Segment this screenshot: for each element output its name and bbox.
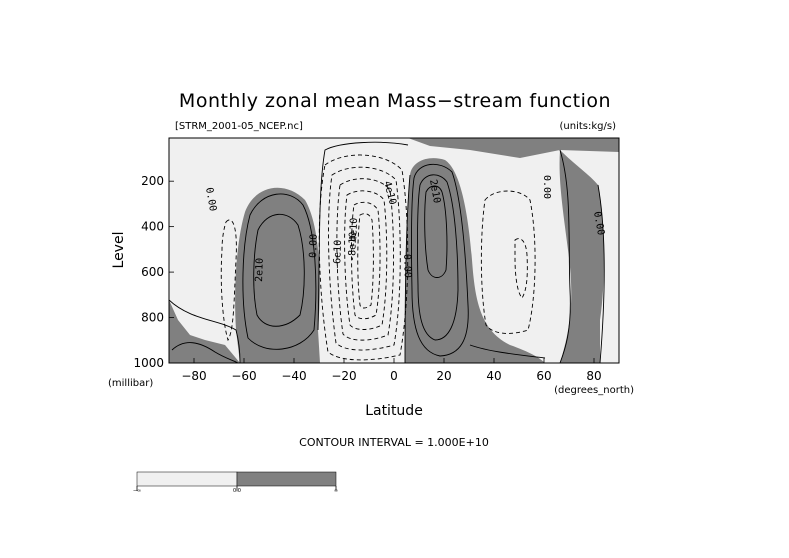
colorbar-negative-swatch [136,471,238,487]
y-axis: 200 400 600 800 1000 [133,174,174,370]
contour-line-trop-neg-1 [318,154,409,361]
contour-line-zero-mid [317,141,409,331]
positive-region-nh-cell [405,158,545,363]
x-tick-label: −60 [231,369,256,383]
contour-line-sh-outer [242,193,317,350]
contour-line-trop-neg-3 [336,178,394,341]
x-axis: −80 −60 −40 −20 0 20 40 60 80 [181,358,602,383]
colorbar-positive-swatch [236,471,337,487]
y-tick-label: 800 [141,311,164,325]
y-tick-label: 200 [141,174,164,188]
contour-line-surface-nh [469,344,546,359]
y-tick-label: 1000 [133,356,164,370]
file-label: [STRM_2001-05_NCEP.nc] [175,121,303,132]
contour-line-zero-polar [559,149,571,363]
colorbar-label: 0.0 [233,488,241,494]
contour-line-nh-neg-2 [514,238,528,299]
contour-line-zero-sh [169,299,241,363]
x-tick-label: 40 [486,369,501,383]
positive-region-sh-cell [235,187,320,363]
x-tick-label: 20 [436,369,451,383]
contour-line-trop-neg-2 [328,166,401,351]
contour-label: -4e10 [348,218,360,248]
contour-line-zero-arctic [597,184,605,363]
contour-label: 0.00 [541,175,552,199]
contour-label: 2e10 [254,258,266,282]
contour-line-trop-neg-5 [351,201,381,320]
contour-line-surface-sh [171,342,239,363]
contour-line-trop-neg-4 [344,190,388,330]
x-axis-label: Latitude [365,403,423,419]
x-tick-label: 0 [390,369,398,383]
x-tick-label: −80 [181,369,206,383]
x-tick-label: −20 [331,369,356,383]
x-tick-label: 60 [536,369,551,383]
colorbar-label: −∞ [133,488,141,494]
y-axis-label: Level [111,232,127,269]
y-axis-units: (millibar) [108,378,153,389]
positive-region-top-north [408,138,619,158]
contour-line-zero-nh [404,174,411,363]
positive-region-polar-south [169,300,240,363]
contour-label: -6e10 [332,240,344,270]
x-tick-label: −40 [281,369,306,383]
contour-labels: 0.00 0.00 0.00 0.00 2e10 2e10 4e10 -4e10… [203,175,606,282]
contour-label: 0.00 [308,234,320,258]
plot-area: 0.00 0.00 0.00 0.00 2e10 2e10 4e10 -4e10… [168,137,620,364]
contour-interval-text: CONTOUR INTERVAL = 1.000E+10 [299,436,489,449]
contour-line-sh-inner [253,213,305,327]
colorbar: −∞ 0.0 ∞ [133,471,338,494]
contour-line-nh-pos-3 [424,185,448,278]
contour-label: 2e10 [427,179,442,205]
units-label: (units:kg/s) [560,121,617,132]
contour-line-trop-neg-6 [357,213,374,309]
contour-line-nh-pos-2 [416,174,459,341]
y-tick-label: 400 [141,220,164,234]
contour-label: 0.00 [203,187,218,213]
y-tick-label: 600 [141,265,164,279]
x-tick-label: 80 [586,369,601,383]
contour-line-nh-neg-1 [480,190,536,334]
contour-label: -8e10 [347,232,359,262]
chart-title: Monthly zonal mean Mass−stream function [179,90,611,112]
contour-label: 0.00 [401,254,413,278]
colorbar-label: ∞ [334,488,338,494]
contour-line-nh-pos-1 [410,163,469,357]
x-axis-units: (degrees_north) [554,385,634,396]
contour-label: 0.00 [591,211,606,237]
contour-line-sh-neg [220,219,237,342]
